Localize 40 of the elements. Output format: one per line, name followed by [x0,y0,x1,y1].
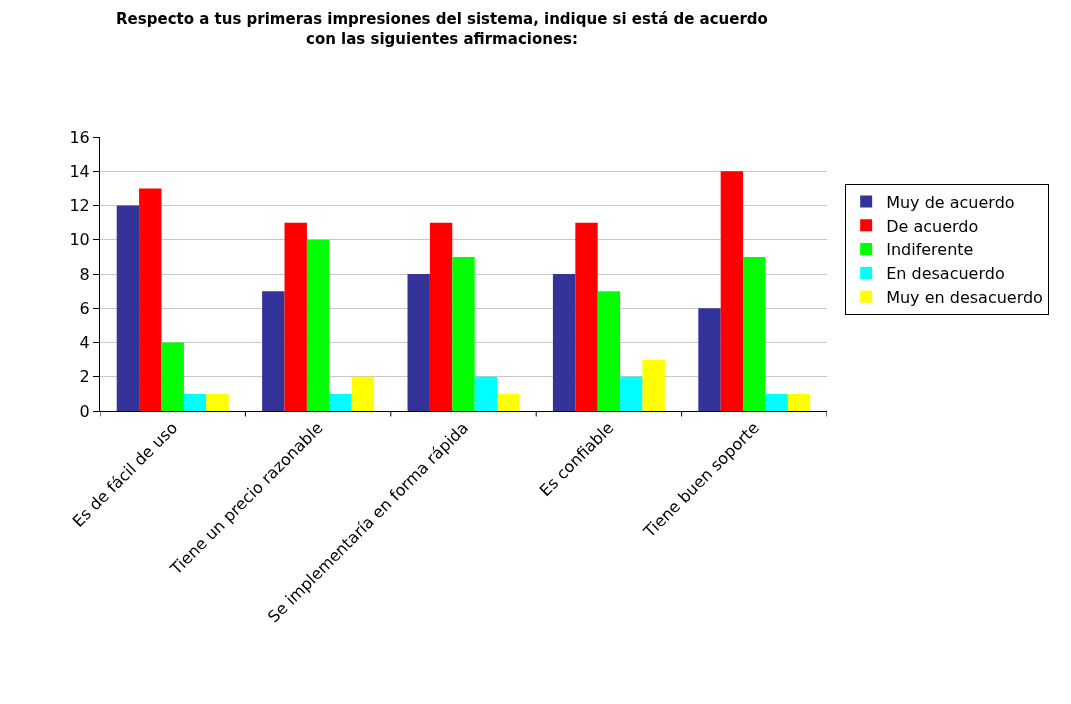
y-tick-label: 8 [79,264,90,284]
bar [284,222,307,411]
y-tick-label: 16 [69,127,90,147]
y-tick-label: 0 [79,401,90,421]
bar [575,222,598,411]
bar [329,393,352,411]
bar [206,393,229,411]
bar [743,256,766,411]
bar [429,222,453,411]
bar [497,393,520,411]
legend-label: Muy de acuerdo [886,192,1015,212]
bar [642,359,665,411]
bar [139,188,162,411]
legend-label: Indiferente [886,240,974,260]
y-tick-label: 6 [79,298,90,318]
bar [407,274,430,411]
y-tick-label: 2 [79,367,90,387]
bar [452,256,475,411]
bar [306,239,330,411]
bar [183,393,207,411]
legend-label: Muy en desacuerdo [886,287,1043,307]
bar [787,393,811,411]
y-tick-label: 4 [79,333,90,353]
bar [765,393,788,411]
bar [720,171,744,411]
y-tick-label: 14 [69,161,90,181]
y-tick-label: 10 [69,230,90,250]
bar [351,376,375,411]
bar [552,274,576,411]
bar [262,291,285,411]
bar [474,376,498,411]
legend-label: De acuerdo [886,216,979,236]
bar [597,291,621,411]
legend-label: En desacuerdo [886,264,1005,284]
bar [116,205,140,411]
bar [161,342,184,411]
y-tick-label: 12 [69,196,90,216]
chart-title: Respecto a tus primeras impresiones del sistema, indique si está de acuerdo con las siguientes afirmaciones: [116,10,768,48]
bar [620,376,643,411]
bar [698,308,721,411]
